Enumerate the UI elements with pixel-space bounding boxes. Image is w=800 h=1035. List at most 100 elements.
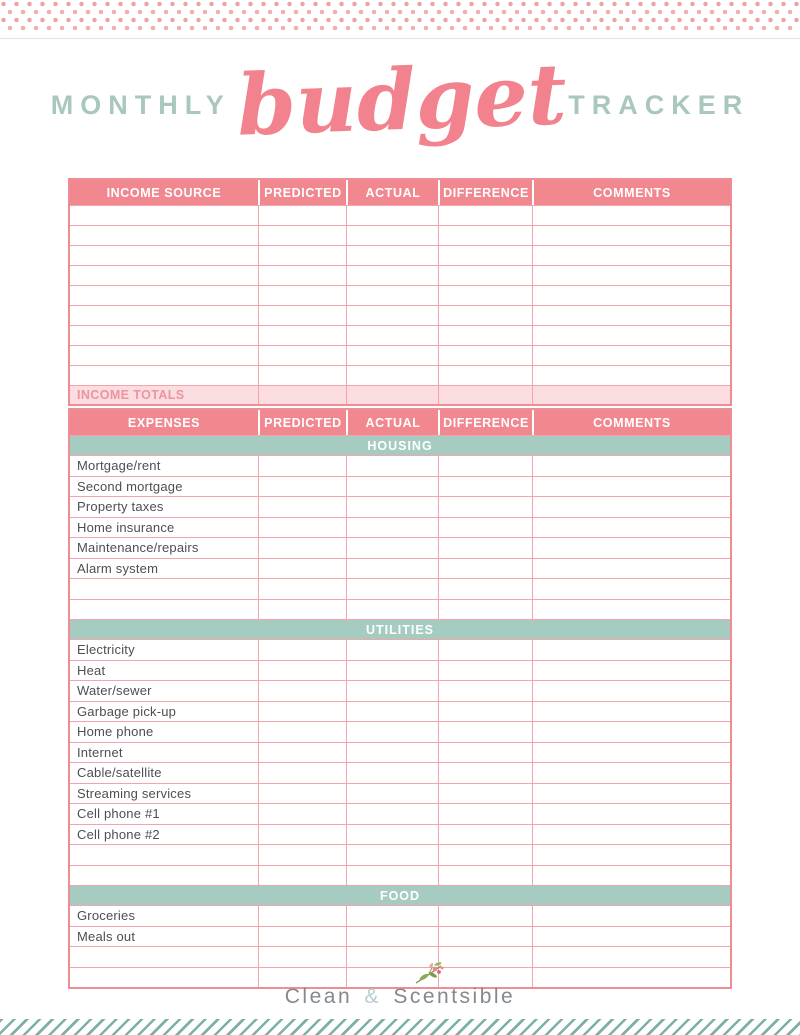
row-label-cell (70, 286, 258, 305)
row-label-cell: Maintenance/repairs (77, 540, 199, 556)
entry-cell (532, 722, 730, 742)
entry-cell (532, 824, 730, 844)
entry-cell (532, 926, 730, 946)
entry-cell (258, 246, 346, 265)
expenses-table-body: HOUSING Mortgage/rent Second mortgage Prope… (70, 435, 730, 987)
row-label-cell (70, 346, 258, 365)
entry-cell (346, 660, 438, 680)
income-table-body (70, 205, 730, 385)
entry-cell (258, 660, 346, 680)
entry-cell (346, 206, 438, 225)
entry-cell (258, 763, 346, 783)
entry-cell (532, 326, 730, 345)
entry-cell (532, 226, 730, 245)
entry-cell (258, 517, 346, 537)
entry-cell (438, 681, 532, 701)
expense-row: Heat (70, 659, 730, 680)
entry-cell (438, 476, 532, 496)
polka-dot-border (0, 0, 800, 33)
entry-cell (438, 226, 532, 245)
title-word-budget: budget (235, 44, 568, 155)
row-label-cell: Home phone (77, 724, 154, 740)
expense-row: Cell phone #2 (70, 823, 730, 844)
entry-cell (346, 763, 438, 783)
entry-cell (346, 226, 438, 245)
entry-cell (258, 926, 346, 946)
entry-cell (258, 783, 346, 803)
income-row (70, 285, 730, 305)
expense-row: Electricity (70, 639, 730, 660)
entry-cell (438, 538, 532, 558)
entry-cell (438, 926, 532, 946)
entry-cell (532, 742, 730, 762)
entry-cell (258, 558, 346, 578)
row-label-cell: Electricity (77, 642, 135, 658)
entry-cell (258, 538, 346, 558)
entry-cell (438, 456, 532, 476)
entry-cell (258, 967, 346, 987)
income-table-header: INCOME SOURCE PREDICTED ACTUAL DIFFERENC… (70, 180, 730, 205)
row-label-cell (70, 326, 258, 345)
brand-word-scentsible: Scentsible (393, 985, 516, 1008)
entry-cell (346, 599, 438, 619)
page-title: MONTHLY budget TRACKER (0, 44, 800, 166)
entry-cell (532, 701, 730, 721)
entry-cell (532, 497, 730, 517)
expense-row: Maintenance/repairs (70, 537, 730, 558)
entry-cell (438, 742, 532, 762)
income-header-difference: DIFFERENCE (438, 180, 532, 205)
entry-cell (258, 947, 346, 967)
expense-row: Alarm system (70, 557, 730, 578)
entry-cell (532, 783, 730, 803)
expense-row: Cable/satellite (70, 762, 730, 783)
row-label-cell (70, 246, 258, 265)
row-label-cell: Cable/satellite (77, 765, 162, 781)
footer-brand: Clean & Scentsible (0, 960, 800, 1009)
expense-row (70, 598, 730, 619)
entry-cell (346, 497, 438, 517)
income-row (70, 365, 730, 385)
entry-cell (346, 865, 438, 885)
income-row (70, 205, 730, 225)
entry-cell (532, 306, 730, 325)
income-row (70, 345, 730, 365)
expenses-header-predicted: PREDICTED (258, 410, 346, 435)
row-label-cell (70, 206, 258, 225)
entry-cell (532, 558, 730, 578)
entry-cell (346, 558, 438, 578)
entry-cell (438, 517, 532, 537)
entry-cell (258, 640, 346, 660)
row-label-cell: Water/sewer (77, 683, 152, 699)
entry-cell (346, 804, 438, 824)
income-row (70, 245, 730, 265)
expense-row: Streaming services (70, 782, 730, 803)
entry-cell (346, 926, 438, 946)
income-header-comments: COMMENTS (532, 180, 730, 205)
entry-cell (258, 906, 346, 926)
row-label-cell: Cell phone #1 (77, 806, 160, 822)
income-header-predicted: PREDICTED (258, 180, 346, 205)
entry-cell (438, 306, 532, 325)
expense-row: Second mortgage (70, 475, 730, 496)
entry-cell (346, 456, 438, 476)
income-table: INCOME SOURCE PREDICTED ACTUAL DIFFERENC… (68, 178, 732, 406)
expense-row: Garbage pick-up (70, 700, 730, 721)
expense-row: Internet (70, 741, 730, 762)
entry-cell (346, 517, 438, 537)
expense-row: Water/sewer (70, 680, 730, 701)
diagonal-stripe-border (0, 1019, 800, 1035)
section-band-utilities: UTILITIES (70, 619, 730, 639)
entry-cell (532, 366, 730, 385)
entry-cell (438, 845, 532, 865)
entry-cell (438, 497, 532, 517)
entry-cell (258, 865, 346, 885)
row-label-cell (70, 366, 258, 385)
entry-cell (532, 206, 730, 225)
entry-cell (346, 783, 438, 803)
entry-cell (258, 845, 346, 865)
title-word-tracker: TRACKER (568, 89, 750, 120)
entry-cell (532, 599, 730, 619)
entry-cell (258, 824, 346, 844)
entry-cell (258, 742, 346, 762)
